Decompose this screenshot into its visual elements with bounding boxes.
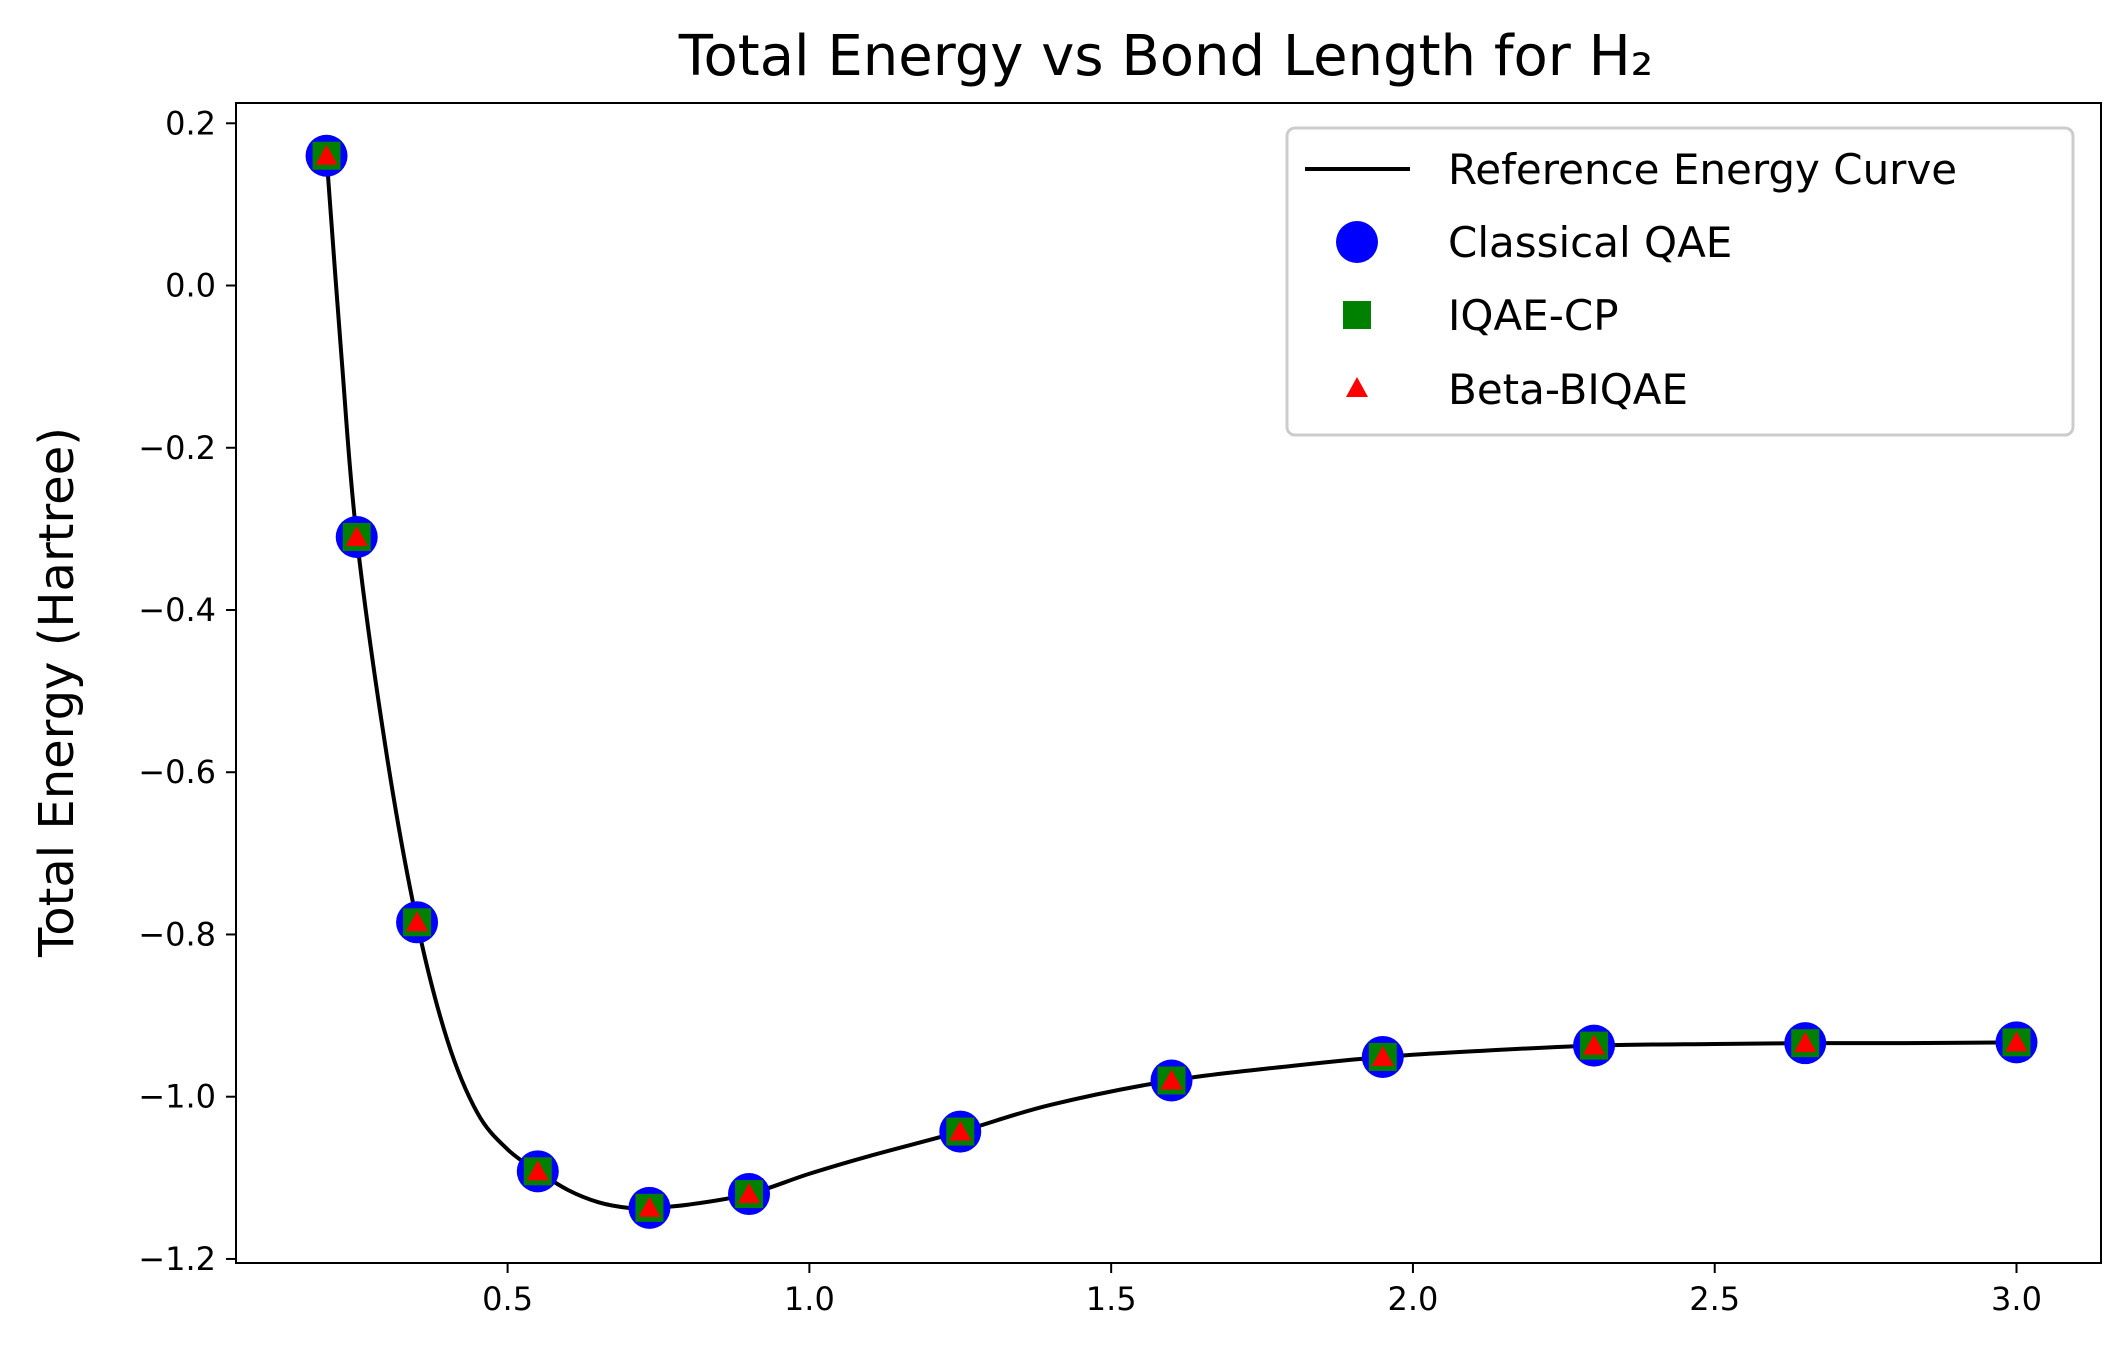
legend-label-classical-qae: Classical QAE [1448,218,1732,267]
beta-biqae-point [345,525,368,546]
y-axis-label: Total Energy (Hartree) [29,427,85,958]
y-tick-label: −0.8 [138,915,216,953]
legend-box [1285,126,2075,437]
beta-biqae-point [738,1183,761,1204]
axes-frame [235,102,2102,1264]
legend-triangle-swatch [1346,377,1368,397]
y-axis-ticks: 0.2 0.0 −0.2 −0.4 −0.6 −0.8 −1.0 −1.2 [138,104,236,1278]
x-tick-label: 0.5 [482,1280,533,1318]
y-tick-label: 0.0 [165,267,216,305]
legend-label-iqae-cp: IQAE-CP [1448,291,1619,340]
beta-biqae-point [1371,1045,1394,1066]
legend-label-beta-biqae: Beta-BIQAE [1448,365,1688,414]
beta-biqae-point [1583,1034,1606,1055]
y-tick-label: −1.0 [138,1078,216,1116]
x-tick-label: 1.5 [1086,1280,1137,1318]
beta-biqae-point [406,911,429,932]
beta-biqae-point [315,144,338,165]
beta-biqae-point [638,1196,661,1217]
legend: Reference Energy Curve Classical QAE IQA… [1285,126,2075,437]
legend-label-reference: Reference Energy Curve [1448,145,1957,194]
y-tick-label: −0.6 [138,753,216,791]
legend-circle-swatch [1336,221,1378,263]
beta-biqae-point [1160,1069,1183,1090]
y-tick-label: −0.4 [138,591,216,629]
x-tick-label: 2.0 [1387,1280,1438,1318]
y-tick-label: −1.2 [138,1240,216,1278]
chart-title: Total Energy vs Bond Length for H₂ [678,24,1653,89]
y-tick-label: 0.2 [165,104,216,142]
y-tick-label: −0.2 [138,429,216,467]
beta-biqae-point [2005,1031,2028,1052]
plot-area [305,134,2038,1229]
beta-biqae-point [949,1120,972,1141]
beta-biqae-point [1794,1032,1817,1053]
x-tick-label: 3.0 [1991,1280,2042,1318]
x-tick-label: 1.0 [784,1280,835,1318]
beta-biqae-markers [315,144,2028,1217]
beta-biqae-point [526,1160,549,1181]
x-axis-ticks: 0.5 1.0 1.5 2.0 2.5 3.0 [482,1263,2042,1318]
x-tick-label: 2.5 [1689,1280,1740,1318]
legend-square-swatch [1343,301,1371,329]
reference-energy-curve [324,153,2019,1211]
